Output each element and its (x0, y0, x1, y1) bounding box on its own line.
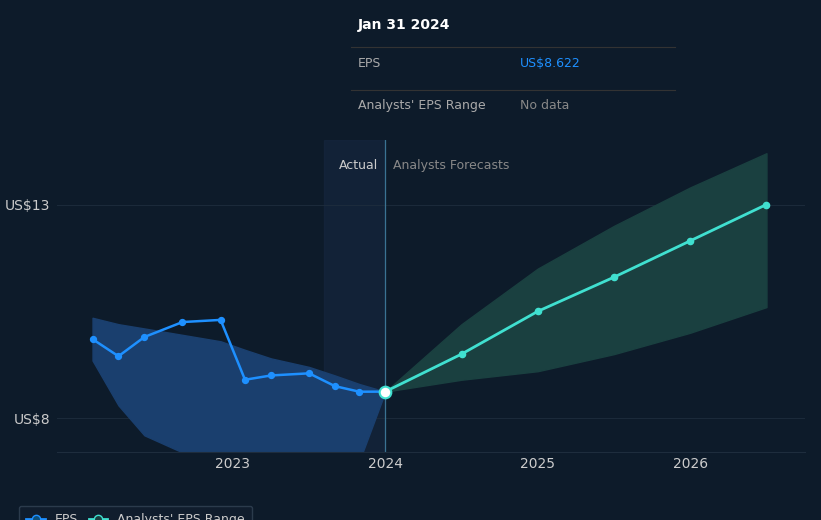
Point (112, 352, 125, 360)
Bar (324, 140, 385, 452)
Text: Analysts Forecasts: Analysts Forecasts (393, 160, 509, 173)
Point (264, 371, 277, 380)
Text: Analysts' EPS Range: Analysts' EPS Range (358, 99, 485, 112)
Point (378, 387, 392, 396)
Point (302, 369, 315, 378)
Point (760, 200, 773, 209)
Point (214, 316, 227, 324)
Point (455, 350, 468, 358)
Point (138, 333, 151, 341)
Point (684, 237, 697, 245)
Point (608, 273, 621, 281)
Legend: EPS, Analysts' EPS Range: EPS, Analysts' EPS Range (19, 505, 252, 520)
Point (176, 318, 189, 326)
Point (238, 375, 251, 384)
Text: US$8.622: US$8.622 (520, 57, 580, 70)
Text: EPS: EPS (358, 57, 381, 70)
Text: No data: No data (520, 99, 570, 112)
Point (353, 387, 366, 396)
Point (328, 382, 342, 391)
Point (86, 335, 99, 343)
Text: Actual: Actual (338, 160, 378, 173)
Point (378, 387, 392, 396)
Text: Jan 31 2024: Jan 31 2024 (358, 18, 451, 32)
Point (531, 307, 544, 316)
